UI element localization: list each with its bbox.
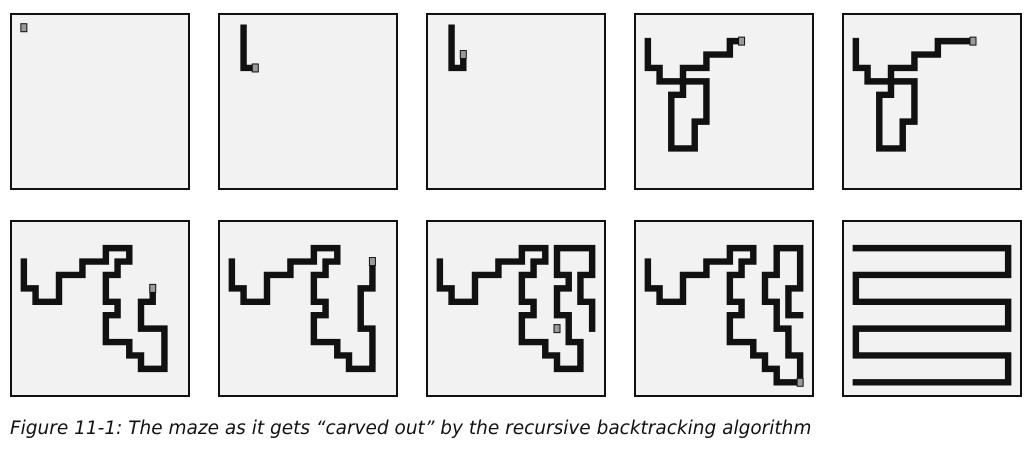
- carved-path-10: [852, 244, 1012, 386]
- maze-panel-3: [426, 13, 606, 190]
- cursor-marker-3: [459, 50, 467, 60]
- figure-caption: Figure 11-1: The maze as it gets “carved…: [10, 418, 812, 439]
- maze-drawing-5: [852, 36, 977, 152]
- carved-path-7: [228, 244, 376, 373]
- maze-drawing-10: [852, 244, 1012, 386]
- carved-path-6: [20, 244, 168, 373]
- carved-path-4: [644, 37, 745, 152]
- maze-panel-10: [842, 220, 1022, 397]
- maze-drawing-4: [644, 36, 746, 152]
- carved-path-9: [644, 244, 804, 386]
- maze-panel-7: [218, 220, 398, 397]
- maze-panel-9: [634, 220, 814, 397]
- carved-path-3: [448, 24, 467, 72]
- maze-panel-2: [218, 13, 398, 190]
- maze-panel-1: [10, 13, 190, 190]
- maze-drawing-8: [436, 244, 596, 373]
- cursor-marker-8: [553, 324, 561, 334]
- maze-drawing-7: [228, 244, 376, 373]
- cursor-marker-1: [20, 23, 28, 33]
- cursor-marker-7: [368, 257, 376, 267]
- maze-panel-5: [842, 13, 1022, 190]
- maze-drawing-9: [644, 244, 804, 387]
- cursor-marker-9: [796, 377, 804, 387]
- maze-drawing-3: [448, 24, 467, 72]
- cursor-marker-4: [738, 36, 746, 46]
- carved-path-2: [240, 24, 259, 72]
- maze-panel-8: [426, 220, 606, 397]
- carved-path-5: [852, 37, 977, 152]
- maze-drawing-6: [20, 244, 168, 373]
- cursor-marker-2: [251, 63, 259, 73]
- cursor-marker-6: [149, 283, 157, 293]
- maze-drawing-2: [240, 24, 259, 73]
- maze-panel-6: [10, 220, 190, 397]
- carved-path-8: [436, 244, 596, 373]
- maze-panel-4: [634, 13, 814, 190]
- maze-drawing-1: [20, 23, 28, 33]
- cursor-marker-5: [969, 36, 977, 46]
